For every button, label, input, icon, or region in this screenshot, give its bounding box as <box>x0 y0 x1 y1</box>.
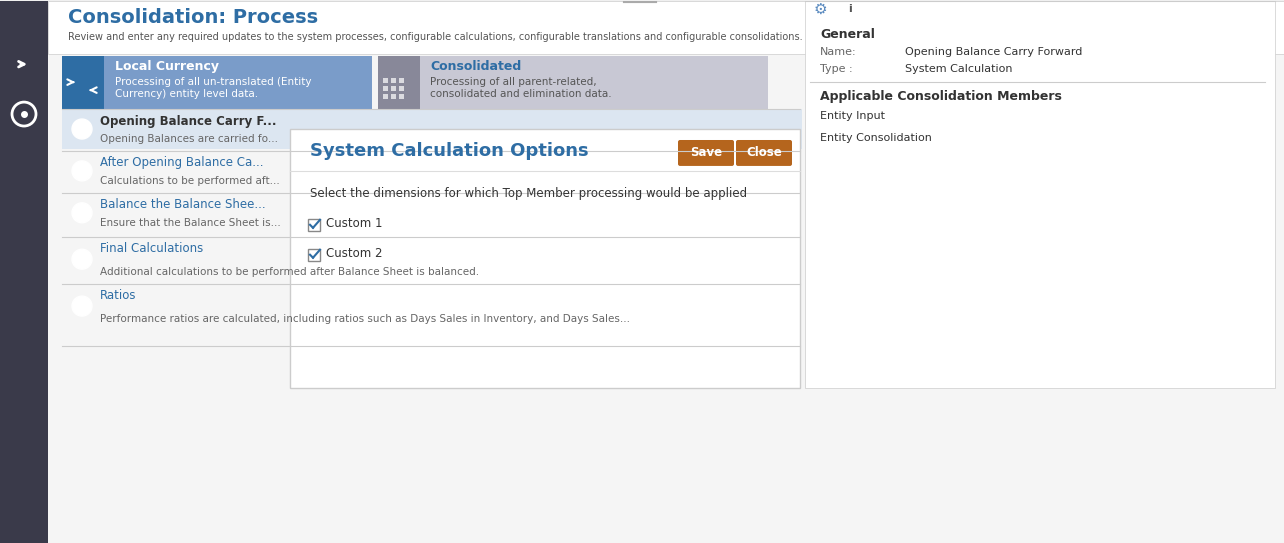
Text: Review and enter any required updates to the system processes, configurable calc: Review and enter any required updates to… <box>68 32 802 42</box>
Text: Custom 2: Custom 2 <box>326 247 383 260</box>
Text: Balance the Balance Shee...: Balance the Balance Shee... <box>100 198 266 211</box>
Text: i: i <box>849 4 851 14</box>
Circle shape <box>72 296 92 316</box>
Text: Ensure that the Balance Sheet is...: Ensure that the Balance Sheet is... <box>100 218 281 228</box>
Text: Opening Balances are carried fo...: Opening Balances are carried fo... <box>100 134 279 144</box>
Text: ⚙: ⚙ <box>813 2 827 17</box>
Text: Processing of all un-translated (Entity: Processing of all un-translated (Entity <box>116 77 312 87</box>
Text: Ratios: Ratios <box>100 289 136 302</box>
Bar <box>399 94 404 99</box>
Text: Name:: Name: <box>820 47 856 57</box>
Text: Custom 1: Custom 1 <box>326 217 383 230</box>
Circle shape <box>72 161 92 181</box>
Text: Select the dimensions for which Top Member processing would be applied: Select the dimensions for which Top Memb… <box>309 187 747 200</box>
Text: Save: Save <box>690 147 722 160</box>
Text: Local Currency: Local Currency <box>116 60 220 73</box>
Text: General: General <box>820 28 874 41</box>
Text: Entity Consolidation: Entity Consolidation <box>820 133 932 143</box>
Bar <box>383 86 388 91</box>
Text: After Opening Balance Ca...: After Opening Balance Ca... <box>100 156 263 169</box>
Bar <box>383 94 388 99</box>
Bar <box>399 78 404 83</box>
FancyBboxPatch shape <box>62 56 104 114</box>
Circle shape <box>72 203 92 223</box>
FancyBboxPatch shape <box>377 56 420 114</box>
FancyBboxPatch shape <box>805 1 1275 388</box>
Bar <box>392 86 395 91</box>
Text: Currency) entity level data.: Currency) entity level data. <box>116 89 258 99</box>
Text: Processing of all parent-related,: Processing of all parent-related, <box>430 77 597 87</box>
Text: Entity Input: Entity Input <box>820 111 885 121</box>
Text: Calculations to be performed aft...: Calculations to be performed aft... <box>100 176 280 186</box>
FancyBboxPatch shape <box>736 140 792 166</box>
Text: consolidated and elimination data.: consolidated and elimination data. <box>430 89 611 99</box>
Circle shape <box>72 119 92 139</box>
FancyBboxPatch shape <box>62 56 372 114</box>
Text: Type :: Type : <box>820 64 853 74</box>
Bar <box>383 78 388 83</box>
FancyBboxPatch shape <box>0 1 48 543</box>
FancyBboxPatch shape <box>48 1 1284 54</box>
Text: Consolidation: Process: Consolidation: Process <box>68 8 318 27</box>
Text: Options ▼: Options ▼ <box>1180 15 1240 26</box>
Circle shape <box>841 1 859 18</box>
Text: Opening Balance Carry Forward: Opening Balance Carry Forward <box>905 47 1082 57</box>
Bar <box>392 94 395 99</box>
Text: System Calculation Options: System Calculation Options <box>309 142 588 160</box>
Bar <box>399 86 404 91</box>
FancyBboxPatch shape <box>377 56 768 114</box>
Text: Additional calculations to be performed after Balance Sheet is balanced.: Additional calculations to be performed … <box>100 267 479 277</box>
Text: Performance ratios are calculated, including ratios such as Days Sales in Invent: Performance ratios are calculated, inclu… <box>100 313 630 324</box>
FancyBboxPatch shape <box>308 219 320 231</box>
Text: System Calculation: System Calculation <box>905 64 1013 74</box>
Text: Consolidated: Consolidated <box>430 60 521 73</box>
Bar <box>392 78 395 83</box>
Circle shape <box>72 249 92 269</box>
Text: Opening Balance Carry F...: Opening Balance Carry F... <box>100 115 276 128</box>
Text: Close: Close <box>746 147 782 160</box>
FancyBboxPatch shape <box>290 129 800 388</box>
FancyBboxPatch shape <box>48 1 1284 543</box>
FancyBboxPatch shape <box>62 109 802 149</box>
Text: Applicable Consolidation Members: Applicable Consolidation Members <box>820 90 1062 103</box>
FancyBboxPatch shape <box>678 140 734 166</box>
FancyBboxPatch shape <box>1158 7 1262 33</box>
FancyBboxPatch shape <box>308 249 320 261</box>
Text: Final Calculations: Final Calculations <box>100 242 203 255</box>
